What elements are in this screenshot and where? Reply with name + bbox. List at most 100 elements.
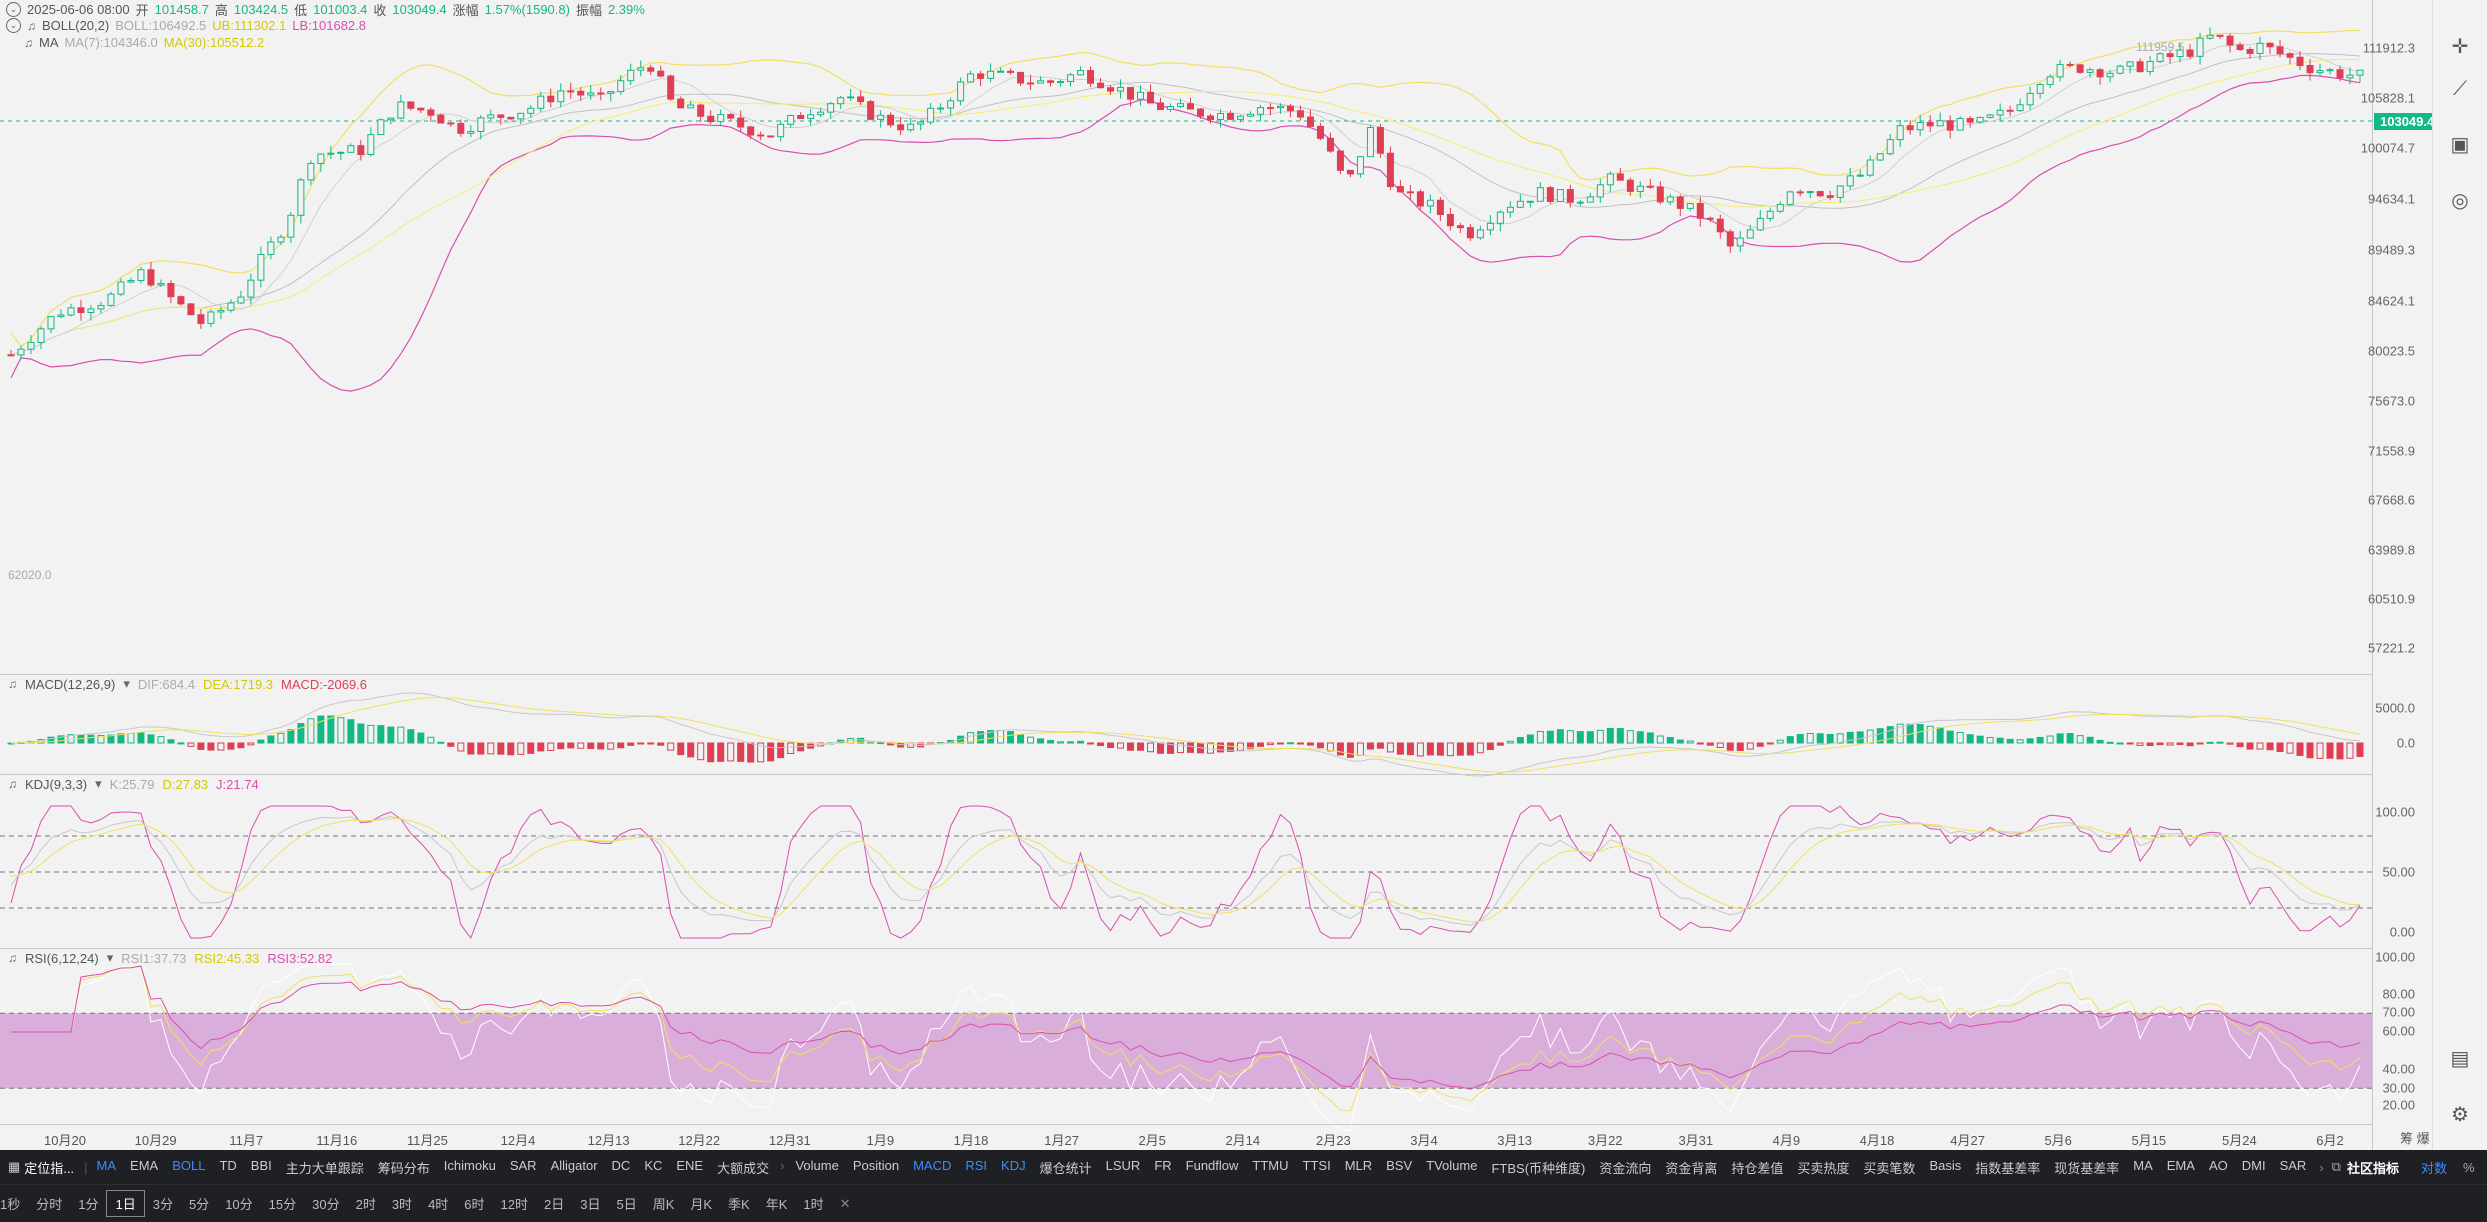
macd-bar — [1696, 742, 1704, 745]
indicator-36[interactable]: 现货基差率 — [2054, 1160, 2120, 1176]
trend-line-icon[interactable]: ⟋ — [2453, 78, 2467, 100]
timeframe-21[interactable]: 1时 — [803, 1197, 824, 1212]
auto-scale-toggle[interactable]: 自动 — [2483, 1158, 2487, 1177]
indicator-23[interactable]: TTMU — [1252, 1157, 1289, 1173]
indicator-31[interactable]: 持仓差值 — [1731, 1160, 1784, 1176]
chevron-right-icon[interactable]: › — [2319, 1159, 2324, 1175]
indicator-14[interactable]: Volume — [795, 1157, 839, 1173]
close-timeframes-icon[interactable]: ✕ — [839, 1195, 851, 1211]
indicator-2[interactable]: BOLL — [172, 1157, 206, 1173]
indicator-29[interactable]: 资金流向 — [1599, 1160, 1652, 1176]
pane-divider[interactable] — [0, 674, 2372, 675]
time-axis[interactable]: 10月20 10月29 11月7 11月16 11月25 12月4 12月13 12月22 12… — [0, 1124, 2372, 1151]
indicator-40[interactable]: DMI — [2241, 1157, 2266, 1173]
timeframe-20[interactable]: 年K — [765, 1197, 788, 1212]
timeframe-4[interactable]: 3分 — [152, 1197, 173, 1212]
indicator-27[interactable]: TVolume — [1426, 1157, 1478, 1173]
timeframe-1[interactable]: 分时 — [36, 1197, 63, 1212]
bell-icon[interactable]: ♫ — [24, 35, 33, 50]
timeframe-10[interactable]: 3时 — [391, 1197, 413, 1212]
position-button[interactable]: 定位指... — [24, 1160, 75, 1176]
indicator-9[interactable]: Alligator — [550, 1157, 598, 1173]
pane-divider[interactable] — [0, 948, 2372, 949]
indicator-21[interactable]: FR — [1154, 1157, 1172, 1173]
indicator-3[interactable]: TD — [219, 1157, 237, 1173]
indicator-38[interactable]: EMA — [2166, 1157, 2195, 1173]
collapse-icon[interactable]: ⌄ — [6, 18, 21, 33]
indicator-35[interactable]: 指数基差率 — [1975, 1160, 2041, 1176]
timeframe-9[interactable]: 2时 — [355, 1197, 376, 1212]
indicator-33[interactable]: 买卖笔数 — [1863, 1160, 1916, 1176]
indicator-39[interactable]: AO — [2208, 1157, 2228, 1173]
indicator-16[interactable]: MACD — [913, 1157, 952, 1173]
collapse-icon[interactable]: ⌄ — [6, 2, 21, 17]
indicator-0[interactable]: MA — [96, 1157, 117, 1173]
dropdown-icon[interactable]: ▾ — [106, 950, 114, 965]
indicator-32[interactable]: 买卖热度 — [1797, 1160, 1850, 1176]
indicator-10[interactable]: DC — [611, 1157, 631, 1173]
indicator-37[interactable]: MA — [2133, 1157, 2153, 1173]
percent-toggle[interactable]: % — [2462, 1159, 2475, 1175]
indicator-8[interactable]: SAR — [509, 1157, 537, 1173]
indicator-24[interactable]: TTSI — [1302, 1157, 1331, 1173]
indicator-34[interactable]: Basis — [1929, 1157, 1962, 1173]
indicator-4[interactable]: BBI — [250, 1157, 272, 1173]
price-axis[interactable]: 111912.3 105828.1 100074.7 94634.1 89489.3 84… — [2361, 0, 2433, 1150]
indicator-26[interactable]: BSV — [1386, 1157, 1413, 1173]
indicator-7[interactable]: Ichimoku — [443, 1157, 496, 1173]
indicator-30[interactable]: 资金背离 — [1665, 1160, 1718, 1176]
indicator-icon[interactable]: ◎ — [2451, 190, 2469, 212]
pane-divider[interactable] — [0, 774, 2372, 775]
bell-icon[interactable]: ♫ — [8, 951, 17, 965]
indicator-22[interactable]: Fundflow — [1185, 1157, 1239, 1173]
community-icon[interactable]: ⧉ — [2331, 1159, 2341, 1174]
indicator-25[interactable]: MLR — [1344, 1157, 1373, 1173]
community-indicators-button[interactable]: 社区指标 — [2346, 1160, 2399, 1176]
chart-area[interactable]: ⌄ 2025-06-06 08:00 开 101458.7 高 103424.5 低… — [0, 0, 2372, 1150]
timeframe-16[interactable]: 5日 — [616, 1197, 637, 1212]
timeframe-15[interactable]: 3日 — [580, 1197, 601, 1212]
timeframe-8[interactable]: 30分 — [312, 1197, 340, 1212]
indicator-11[interactable]: KC — [644, 1157, 663, 1173]
settings-icon[interactable]: ⚙ — [2451, 1104, 2469, 1126]
indicator-41[interactable]: SAR — [2279, 1157, 2307, 1173]
timeframe-18[interactable]: 月K — [690, 1197, 713, 1212]
chevron-right-icon[interactable]: › — [780, 1157, 785, 1173]
calendar-icon[interactable]: ▦ — [8, 1159, 21, 1174]
timeframe-12[interactable]: 6时 — [464, 1197, 485, 1212]
indicator-5[interactable]: 主力大单跟踪 — [285, 1160, 364, 1176]
indicator-19[interactable]: 爆仓统计 — [1039, 1160, 1092, 1176]
indicator-13[interactable]: 大额成交 — [717, 1160, 770, 1176]
timeframe-17[interactable]: 周K — [652, 1197, 675, 1212]
timeframe-11[interactable]: 4时 — [428, 1197, 449, 1212]
timeframe-14[interactable]: 2日 — [544, 1197, 565, 1212]
indicator-17[interactable]: RSI — [965, 1157, 988, 1173]
timeframe-3[interactable]: 1日 — [106, 1190, 145, 1217]
bell-icon[interactable]: ♫ — [8, 777, 17, 791]
timeframe-6[interactable]: 10分 — [225, 1197, 253, 1212]
timeframe-19[interactable]: 季K — [728, 1197, 750, 1212]
chart-type-icon[interactable]: ▣ — [2450, 134, 2470, 156]
indicator-1[interactable]: EMA — [130, 1157, 159, 1173]
indicator-15[interactable]: Position — [852, 1157, 900, 1173]
timeframe-0[interactable]: 1秒 — [0, 1197, 21, 1212]
indicator-18[interactable]: KDJ — [1001, 1157, 1026, 1173]
timeframe-13[interactable]: 12时 — [500, 1197, 528, 1212]
layout-icon[interactable]: ▤ — [2450, 1048, 2470, 1070]
log-scale-toggle[interactable]: 对数 — [2420, 1160, 2447, 1176]
timeframe-5[interactable]: 5分 — [188, 1197, 210, 1212]
dropdown-icon[interactable]: ▾ — [123, 676, 130, 691]
dropdown-icon[interactable]: ▾ — [95, 776, 102, 791]
indicator-12[interactable]: ENE — [676, 1157, 704, 1173]
timeframe-2[interactable]: 1分 — [78, 1197, 99, 1212]
indicator-20[interactable]: LSUR — [1105, 1157, 1141, 1173]
indicator-tick: 70.00 — [2382, 1004, 2415, 1020]
crosshair-icon[interactable]: ✛ — [2451, 36, 2469, 58]
indicator-6[interactable]: 筹码分布 — [377, 1160, 430, 1176]
bell-icon[interactable]: ♫ — [8, 677, 17, 691]
indicator-28[interactable]: FTBS(币种维度) — [1491, 1160, 1586, 1176]
macd-bar — [2016, 739, 2024, 744]
bell-icon[interactable]: ♫ — [27, 18, 36, 33]
timeframe-7[interactable]: 15分 — [268, 1197, 297, 1212]
chart-canvas[interactable] — [0, 0, 2372, 1150]
